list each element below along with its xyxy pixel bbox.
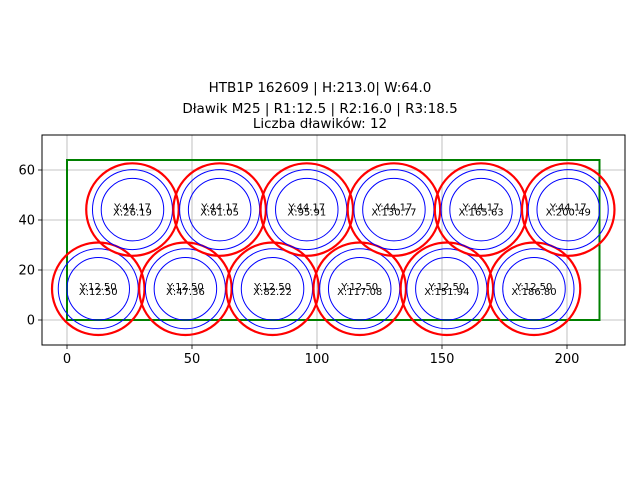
axes-frame	[41, 134, 626, 346]
circle-label-y: Y:12.50	[340, 282, 378, 293]
circle-label-x: X:95.91	[287, 208, 326, 219]
middle-circle-r2	[493, 248, 575, 330]
circle-label-x: X:82.22	[253, 287, 292, 298]
circle-layer	[50, 162, 616, 337]
outer-circle-r3	[50, 241, 146, 337]
chart-title-line-3: Liczba dławików: 12	[252, 116, 388, 132]
circle-labels: Y:12.50X:12.50 Y:12.50X:47.36 Y:12.50X:82.…	[79, 203, 591, 298]
boundary-rectangle	[66, 159, 601, 321]
inner-circle-r1	[153, 257, 218, 321]
outer-circle-r3	[85, 162, 180, 257]
inner-circle-r1	[100, 177, 165, 242]
circle-label-x: X:186.80	[511, 287, 556, 298]
inner-circle-r1	[536, 177, 600, 242]
circle-label-x: X:200.49	[546, 208, 591, 219]
circle-label-y: Y:12.50	[79, 282, 117, 293]
y-tick-label: 40	[18, 214, 35, 229]
circle-label-x: X:61.05	[200, 208, 239, 219]
outer-circle-r3	[225, 241, 320, 337]
outer-circle-r3	[520, 162, 616, 257]
outer-circle-r3	[486, 241, 582, 337]
outer-circle-r3	[172, 162, 267, 257]
circle-label-y: Y:44.17	[113, 203, 151, 214]
boundary-rect	[66, 159, 601, 321]
chart-title-line-2: Dławik M25 | R1:12.5 | R2:16.0 | R3:18.5	[182, 101, 458, 117]
y-tick-label: 20	[18, 264, 35, 279]
circle-label-y: Y:44.17	[200, 203, 238, 214]
outer-circle-r3	[433, 162, 529, 257]
circle-label-x: X:151.94	[424, 287, 469, 298]
outer-circle-r3	[312, 241, 408, 337]
x-tick-label: 0	[63, 352, 71, 367]
y-tick-label: 60	[18, 164, 35, 179]
inner-circle-r1	[415, 257, 479, 321]
circle-label-y: Y:44.17	[462, 203, 500, 214]
circle-label-y: Y:12.50	[515, 282, 553, 293]
outer-circle-r3	[138, 241, 233, 337]
inner-circle-r1	[449, 177, 513, 242]
inner-circle-r1	[275, 177, 339, 242]
outer-circle-r3	[259, 162, 355, 257]
circle-label-y: Y:44.17	[549, 203, 587, 214]
outer-circle-r3	[346, 162, 442, 257]
x-tick-label: 100	[305, 352, 330, 367]
circle-label-y: Y:44.17	[287, 203, 325, 214]
circle-label-y: Y:12.50	[427, 282, 465, 293]
circle-label-x: X:165.63	[458, 208, 503, 219]
outer-circle-r3	[399, 241, 495, 337]
circle-label-y: Y:12.50	[166, 282, 204, 293]
y-tick-label: 0	[27, 314, 35, 329]
x-tick-label: 50	[184, 352, 201, 367]
inner-circle-r1	[327, 257, 392, 321]
inner-circle-r1	[502, 257, 566, 321]
inner-circle-r1	[240, 257, 305, 321]
middle-circle-r2	[527, 169, 609, 251]
circle-label-x: X:130.77	[371, 208, 416, 219]
circle-label-y: Y:44.17	[375, 203, 413, 214]
circle-label-x: X:117.08	[337, 287, 382, 298]
axis-ticks: 0 50 100 150 200 0 20 40 60	[18, 164, 579, 368]
x-tick-label: 200	[555, 352, 580, 367]
chart-title-line-1: HTB1P 162609 | H:213.0| W:64.0	[208, 80, 432, 96]
circle-label-x: X:47.36	[166, 287, 205, 298]
x-tick-label: 150	[430, 352, 455, 367]
circle-label-x: X:12.50	[79, 287, 118, 298]
inner-circle-r1	[187, 177, 252, 242]
circle-label-y: Y:12.50	[253, 282, 291, 293]
inner-circle-r1	[66, 257, 130, 321]
inner-circle-r1	[362, 177, 426, 242]
circle-label-x: X:26.19	[113, 208, 152, 219]
